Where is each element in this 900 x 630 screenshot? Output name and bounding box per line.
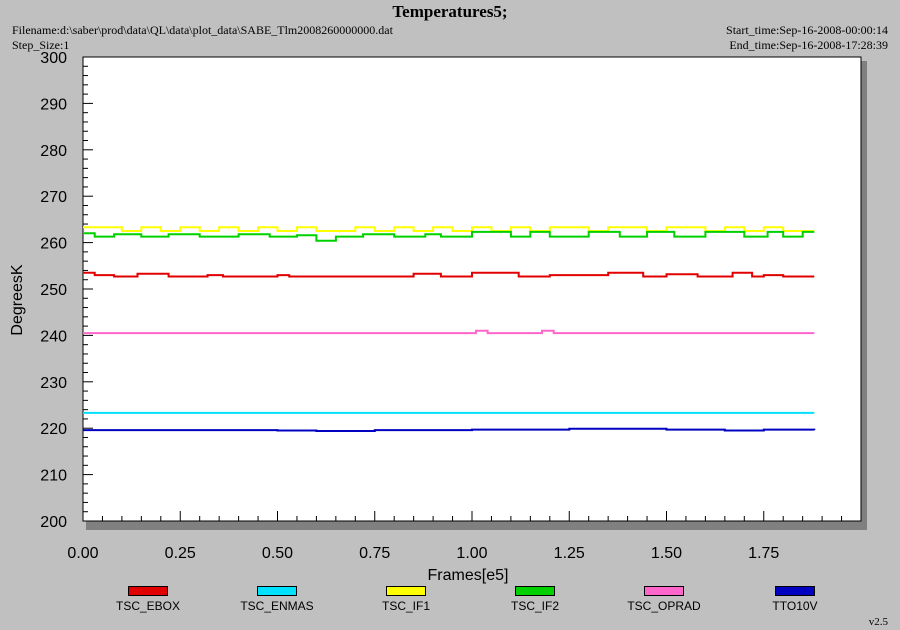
ticks-layer: 200 210 220 230 240 250 260 270 280 290 300 0.00 0.2… [40, 50, 843, 562]
y-axis-label: DegreesK [9, 264, 26, 335]
legend-swatch [775, 586, 815, 596]
plot-area [82, 56, 862, 522]
step-size-label: Step_Size:1 [12, 38, 70, 52]
y-tick-label: 220 [40, 421, 67, 438]
y-tick-label: 250 [40, 282, 67, 299]
x-axis-label: Frames[e5] [428, 567, 509, 584]
chart-title: Temperatures5; [392, 2, 508, 21]
series-line-tsc-oprad [83, 329, 815, 335]
legend-label: TTO10V [772, 599, 818, 613]
series-line-tsc-if1 [83, 226, 815, 232]
y-tick-label: 280 [40, 143, 67, 160]
y-tick-label: 210 [40, 468, 67, 485]
legend-item-tsc-oprad: TSC_OPRAD [609, 586, 719, 613]
y-tick-label: 270 [40, 189, 67, 206]
x-tick-label: 0.25 [165, 545, 196, 562]
legend-swatch [644, 586, 684, 596]
legend-swatch [515, 586, 555, 596]
legend-swatch [386, 586, 426, 596]
legend-label: TSC_OPRAD [627, 599, 701, 613]
start-time-label: Start_time:Sep-16-2008-00:00:14 [726, 23, 888, 37]
x-tick-label: 1.50 [651, 545, 682, 562]
legend-swatch [128, 586, 168, 596]
series-line-tsc-ebox [83, 271, 815, 278]
series-layer [83, 226, 816, 432]
y-tick-label: 240 [40, 328, 67, 345]
legend-item-tto10v: TTO10V [740, 586, 850, 613]
x-tick-label: 0.75 [359, 545, 390, 562]
x-tick-label: 0.50 [262, 545, 293, 562]
x-tick-label: 1.25 [554, 545, 585, 562]
legend-label: TSC_IF2 [510, 599, 559, 613]
legend-swatch [257, 586, 297, 596]
y-tick-label: 200 [40, 514, 67, 531]
x-tick-label: 1.00 [456, 545, 487, 562]
y-tick-label: 260 [40, 236, 67, 253]
legend-item-tsc-if2: TSC_IF2 [480, 586, 590, 613]
legend-label: TSC_EBOX [115, 599, 181, 613]
chart-legend: TSC_EBOX TSC_ENMAS TSC_IF1 TSC_IF2 TSC_OPRAD… [0, 586, 900, 616]
y-tick-label: 300 [40, 50, 67, 67]
x-tick-label: 0.00 [67, 545, 98, 562]
legend-label: TSC_IF1 [381, 599, 430, 613]
y-tick-label: 290 [40, 96, 67, 113]
legend-item-tsc-enmas: TSC_ENMAS [222, 586, 332, 613]
series-line-tsc-if2 [83, 230, 815, 242]
y-tick-label: 230 [40, 375, 67, 392]
filename-label: Filename:d:\saber\prod\data\QL\data\plot… [12, 23, 393, 37]
series-line-tto10v [83, 427, 816, 432]
legend-item-tsc-if1: TSC_IF1 [351, 586, 461, 613]
legend-item-tsc-ebox: TSC_EBOX [93, 586, 203, 613]
version-label: v2.5 [868, 616, 888, 628]
legend-label: TSC_ENMAS [240, 599, 314, 613]
end-time-label: End_time:Sep-16-2008-17:28:39 [729, 38, 888, 52]
x-tick-label: 1.75 [748, 545, 779, 562]
